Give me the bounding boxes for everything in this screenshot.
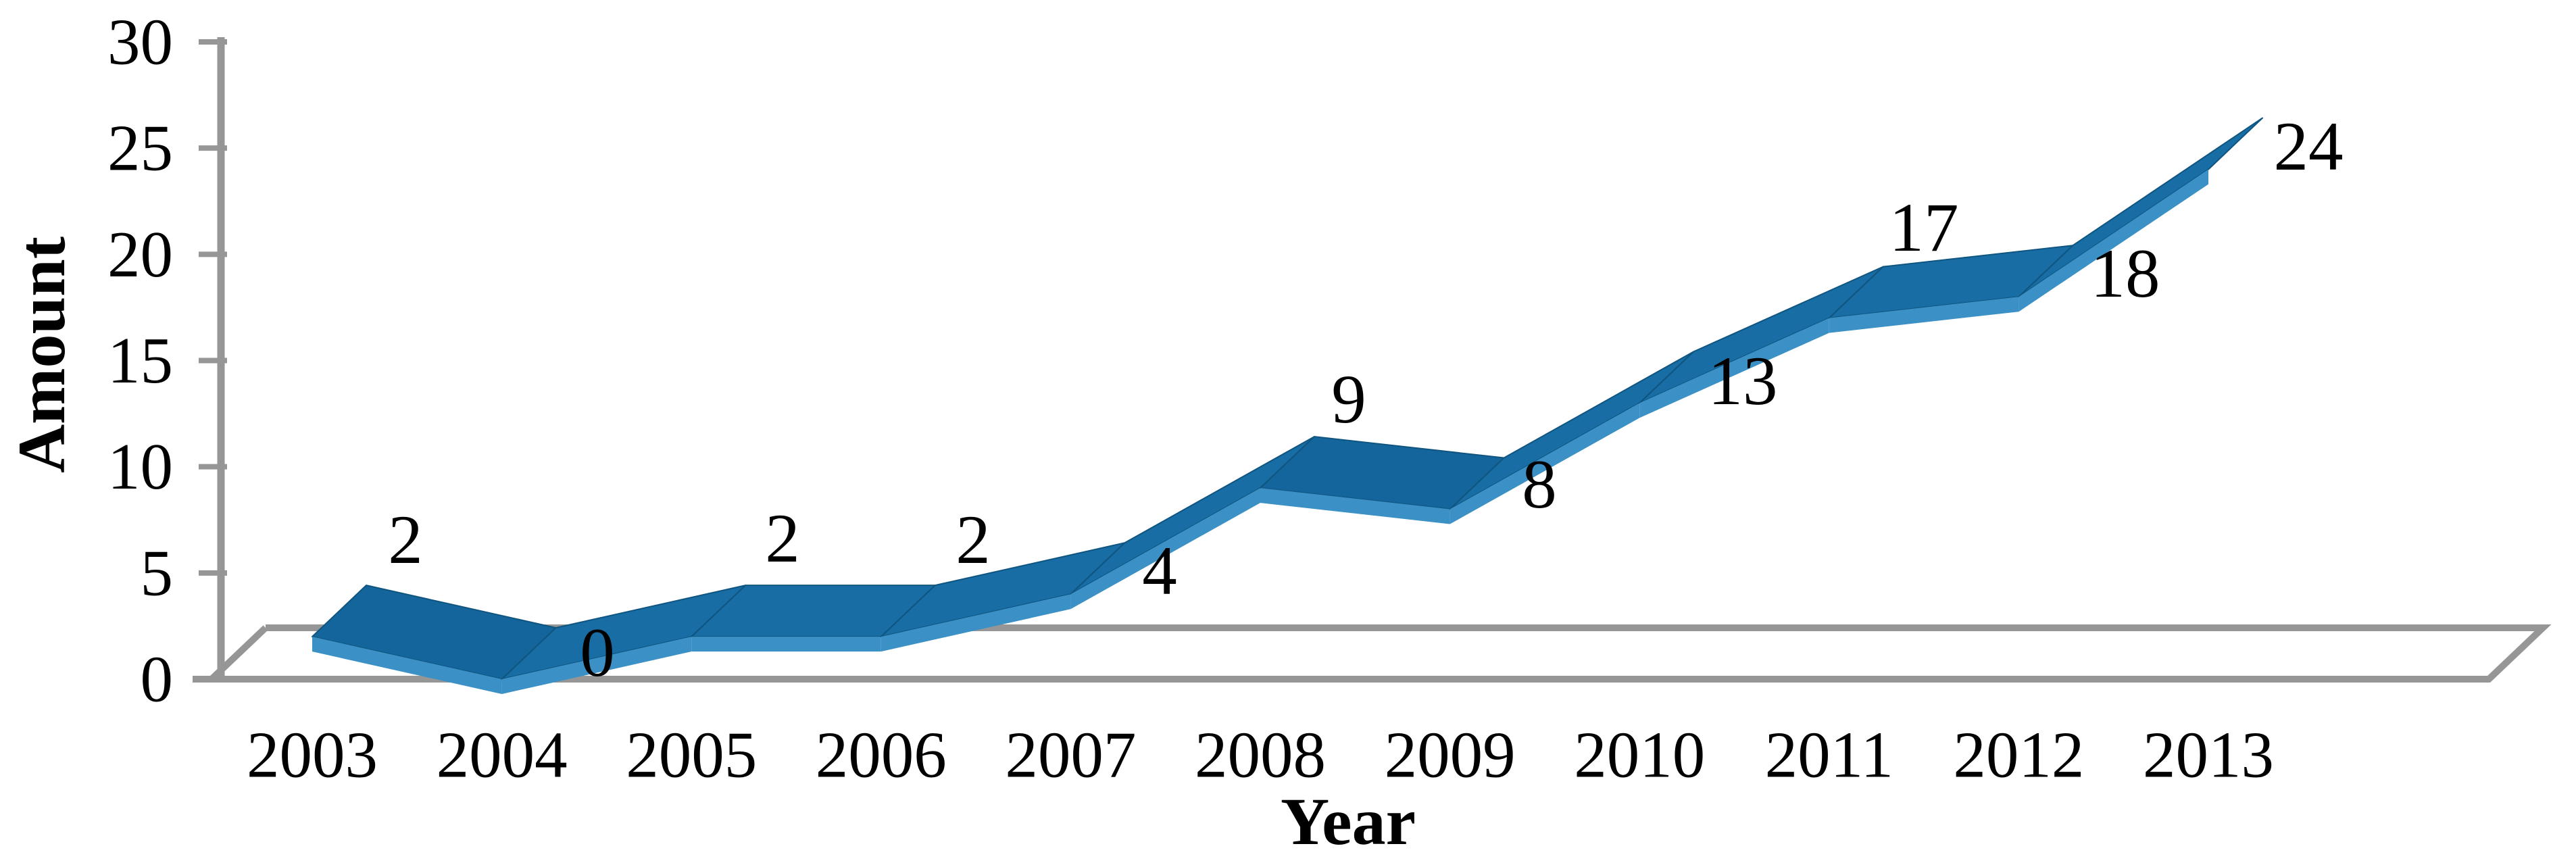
x-axis-category-label: 2012 [1953,719,2084,791]
y-axis-tick-label: 20 [107,218,173,291]
ribbon-segment-front [1260,488,1450,524]
y-axis-tick-label: 0 [141,643,174,716]
ribbon-segment-front [312,637,502,694]
x-axis-category-label: 2006 [816,719,947,791]
x-axis-category-label: 2010 [1574,719,1705,791]
x-axis-category-label: 2007 [1005,719,1136,791]
ribbon-segment-front [2018,169,2208,312]
ribbon-segment-top [1070,436,1315,595]
ribbon-segment-front [881,594,1071,652]
y-axis-tick-label: 15 [107,324,173,397]
data-label: 18 [2091,235,2160,312]
data-label: 24 [2274,108,2344,185]
data-label: 8 [1522,446,1557,523]
ribbon-segment-front [501,637,692,694]
data-label: 2 [956,501,991,578]
x-axis-category-label: 2009 [1385,719,1516,791]
data-label: 9 [1331,361,1366,438]
data-label: 13 [1708,343,1778,420]
ribbon-segment-top [2018,117,2263,298]
x-axis-category-label: 2013 [2143,719,2274,791]
x-axis-category-label: 2005 [626,719,757,791]
x-axis-category-label: 2008 [1195,719,1326,791]
data-label: 0 [580,614,615,691]
y-axis-title: Amount [4,236,79,474]
ribbon-segment-front [1450,403,1640,524]
data-label: 4 [1142,533,1177,610]
ribbon-segment-front [1070,488,1260,610]
data-label: 2 [765,500,800,577]
x-axis-category-label: 2004 [437,719,568,791]
ribbon-segment-front [1639,318,1829,418]
y-axis-tick-label: 10 [107,430,173,503]
x-axis-title: Year [1281,784,1416,859]
data-label: 17 [1889,189,1959,266]
x-axis-category-label: 2003 [247,719,378,791]
x-axis-category-label: 2011 [1765,719,1893,791]
ribbon-segment-top [1449,351,1695,510]
ribbon-segment-front [1829,297,2019,333]
data-label: 2 [388,501,423,578]
ribbon-segment-front [691,637,881,652]
y-axis-tick-label: 30 [107,6,173,78]
y-axis-tick-label: 5 [141,537,174,609]
y-axis-tick-label: 25 [107,112,173,184]
